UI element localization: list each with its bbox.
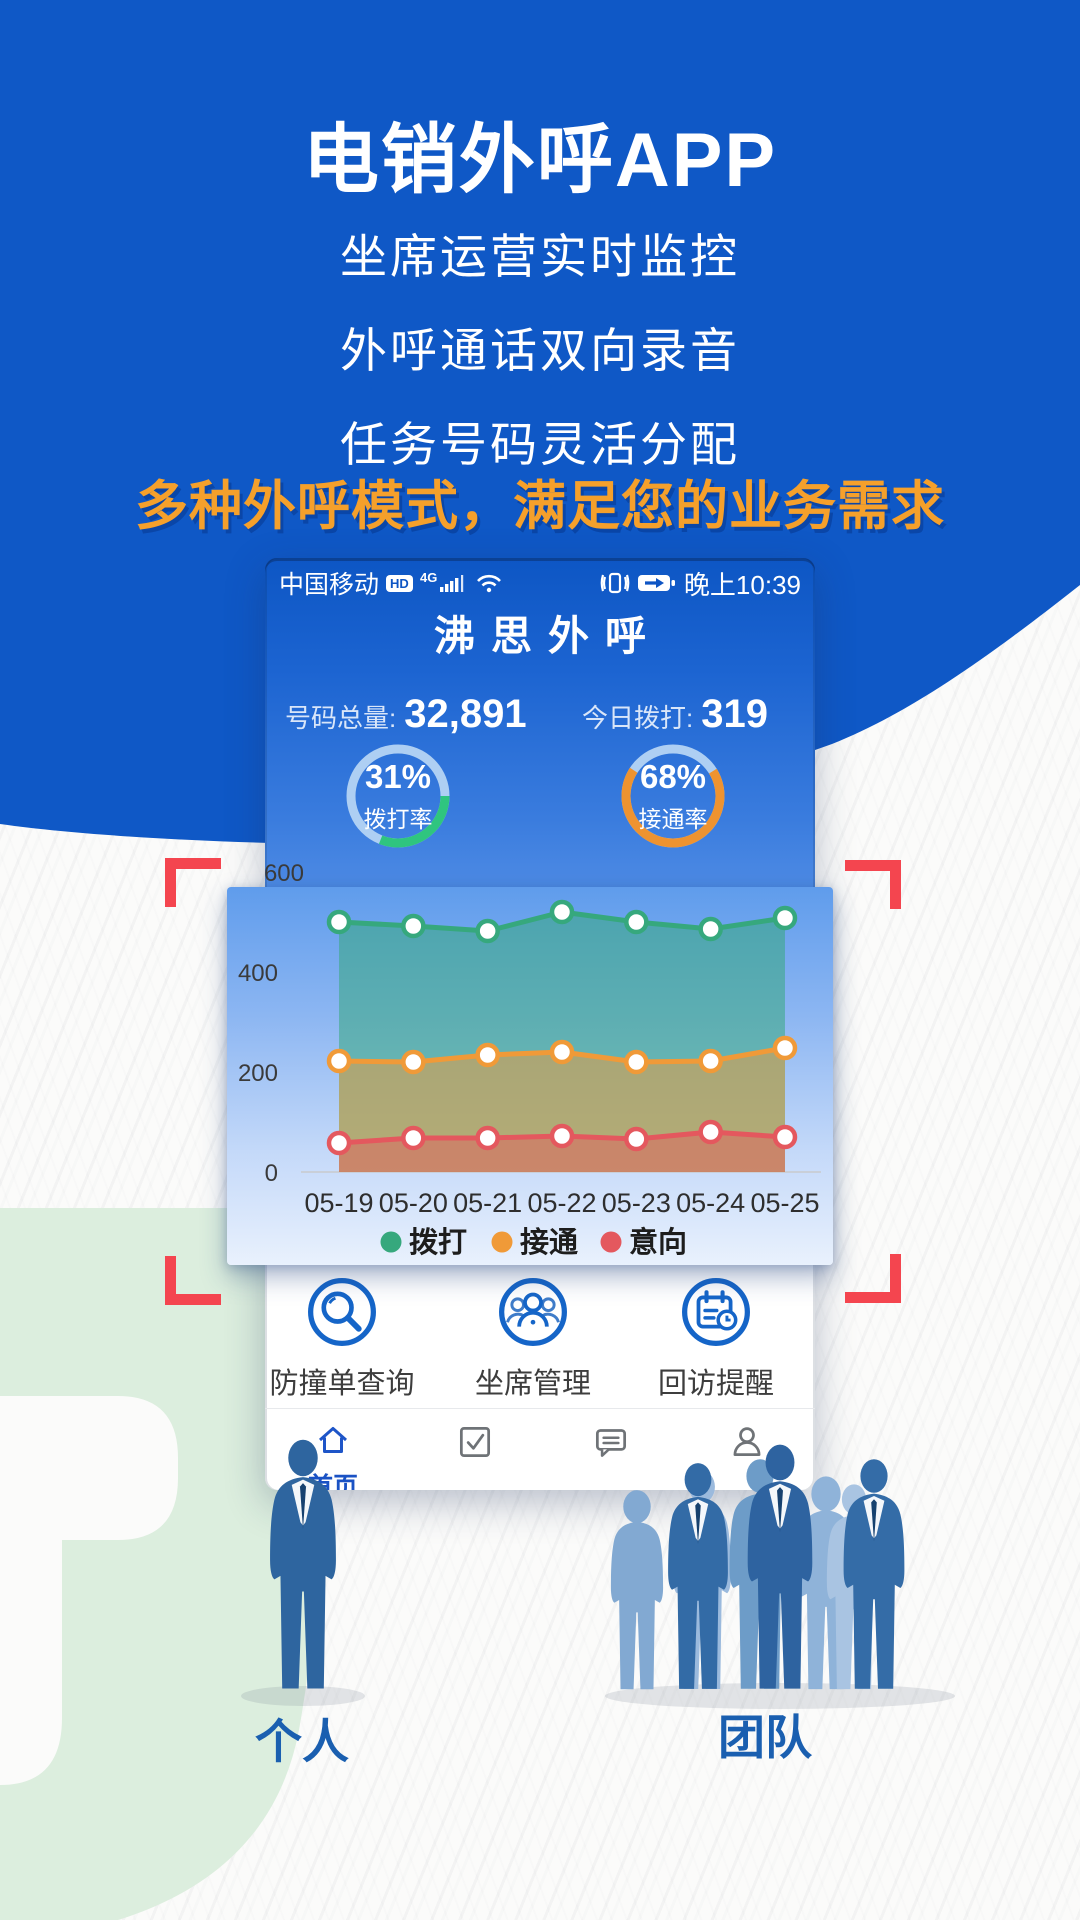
svg-text:400: 400 [238,960,278,987]
vibrate-icon [600,572,630,594]
stat-label: 今日拨打: [582,703,694,733]
chat-icon [595,1429,627,1457]
bottom-nav: 首页 [265,1408,815,1490]
svg-text:05-21: 05-21 [453,1188,522,1218]
highlight-slogan: 多种外呼模式，满足您的业务需求 [135,477,945,536]
calls-trend-chart: 0 200 400 600 05-19 05-20 05-21 05-22 05-23 05-24… [238,860,821,1259]
focus-bracket-top-right [845,860,901,909]
green-blob-cutout [0,1396,178,1785]
svg-text:拨打: 拨打 [409,1226,467,1259]
wifi-icon [476,574,501,593]
feature-label: 回访提醒 [657,1368,774,1400]
nav-item-profile[interactable] [697,1421,797,1468]
calendar-clock-icon [682,1278,750,1346]
donut-label: 接通率 [638,806,708,832]
stat-total-numbers: 号码总量: 32,891 [285,692,527,737]
dial-rate-donut: 31% 拨打率 [338,736,458,856]
svg-text:05-20: 05-20 [379,1188,448,1218]
signal-bars-icon: 4G [420,571,463,592]
nav-home-label: 首页 [307,1473,358,1490]
subtitle-2: 外呼通话双向录音 [340,324,740,377]
nav-item-tasks[interactable] [425,1421,525,1468]
stat-today-calls: 今日拨打: 319 [560,692,790,737]
svg-text:意向: 意向 [629,1225,687,1259]
feature-callback-reminder[interactable]: 回访提醒 [631,1277,801,1402]
feature-label: 坐席管理 [474,1368,591,1400]
hd-badge: HD [386,574,413,592]
subtitle-1: 坐席运营实时监控 [340,230,740,283]
green-blob-shape [0,1208,322,1920]
status-bar: 中国移动 HD 4G [265,558,815,600]
donut-label: 拨打率 [363,806,433,832]
team-label: 团队 [718,1711,812,1764]
feature-label: 防撞单查询 [269,1368,415,1400]
battery-charging-icon [637,575,675,591]
svg-text:接通: 接通 [520,1226,578,1259]
app-title: 沸思外呼 [434,613,662,659]
svg-text:05-25: 05-25 [750,1188,819,1218]
stat-value: 319 [701,692,768,736]
subtitle-3: 任务号码灵活分配 [340,418,740,471]
svg-text:0: 0 [265,1160,278,1187]
feature-agent-management[interactable]: 坐席管理 [448,1277,618,1402]
individual-label: 个人 [255,1715,349,1768]
svg-text:05-24: 05-24 [676,1188,745,1218]
network-type-label: 4G [420,571,437,585]
focus-bracket-bottom-left [165,1256,221,1305]
carrier-label: 中国移动 [279,571,380,599]
svg-text:05-22: 05-22 [527,1188,596,1218]
svg-text:200: 200 [238,1060,278,1087]
connect-rate-donut: 68% 接通率 [613,736,733,856]
check-square-icon [459,1426,491,1458]
clock-label: 晚上10:39 [683,569,801,600]
nav-item-messages[interactable] [561,1421,661,1468]
stat-label: 号码总量: [285,703,397,733]
home-icon [319,1427,347,1453]
magnifier-icon [308,1278,376,1346]
user-icon [733,1427,761,1456]
feature-anti-collision-query[interactable]: 防撞单查询 [265,1277,427,1402]
donut-percent: 68% [639,758,707,795]
focus-bracket-top-left [165,858,221,907]
stat-value: 32,891 [404,692,527,736]
agents-icon [499,1278,567,1346]
svg-text:05-19: 05-19 [304,1188,373,1218]
focus-bracket-bottom-right [845,1254,901,1303]
page-title: 电销外呼APP [302,118,778,203]
svg-text:600: 600 [264,860,304,887]
donut-percent: 31% [364,758,432,795]
svg-text:05-23: 05-23 [602,1188,671,1218]
nav-item-home[interactable]: 首页 [283,1421,383,1490]
